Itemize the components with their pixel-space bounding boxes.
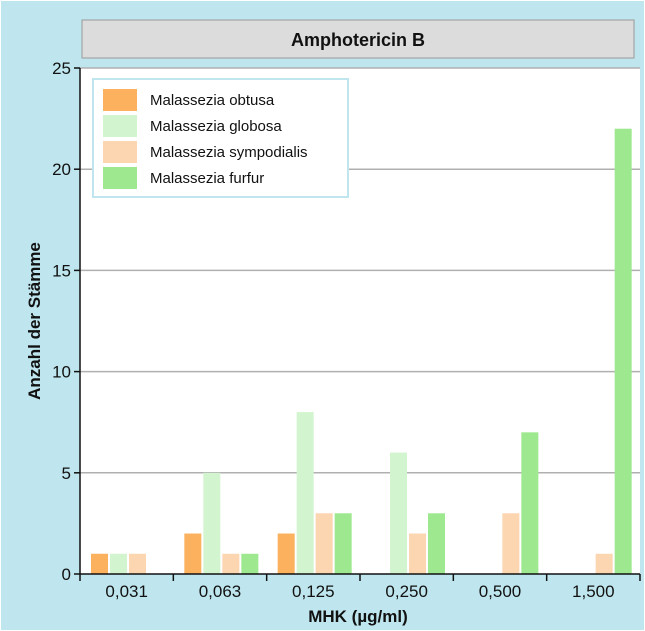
bars xyxy=(91,128,632,574)
legend: Malassezia obtusa Malassezia globosa Malas… xyxy=(92,78,349,198)
legend-label: Malassezia globosa xyxy=(150,118,282,135)
x-tick-label: 0,125 xyxy=(292,582,335,601)
bar xyxy=(222,553,240,574)
bar xyxy=(91,553,108,574)
y-tick-label: 10 xyxy=(52,363,71,382)
bar xyxy=(428,513,445,574)
x-tick-label: 1,500 xyxy=(572,582,615,601)
bar xyxy=(277,533,295,574)
y-tick-label: 15 xyxy=(52,261,71,280)
bar xyxy=(241,553,259,574)
y-tick-labels: 0 5 10 15 20 25 xyxy=(52,59,71,584)
bar xyxy=(521,432,539,574)
legend-swatch xyxy=(103,89,137,111)
x-tick-label: 0,063 xyxy=(199,582,242,601)
x-axis-title: MHK (µg/ml) xyxy=(308,607,408,626)
bar xyxy=(129,553,146,574)
x-tick-label: 0,031 xyxy=(105,582,148,601)
y-tick-label: 25 xyxy=(52,59,71,78)
bar xyxy=(203,472,221,574)
bar xyxy=(502,513,520,574)
x-tick-label: 0,250 xyxy=(385,582,428,601)
chart-title: Amphotericin B xyxy=(291,30,425,50)
bar xyxy=(614,128,632,574)
bar xyxy=(390,452,407,574)
bar xyxy=(315,513,333,574)
bar xyxy=(296,412,314,574)
y-tick-label: 5 xyxy=(62,464,71,483)
y-axis-title: Anzahl der Stämme xyxy=(25,242,44,400)
bar xyxy=(110,553,127,574)
y-tick-label: 20 xyxy=(52,160,71,179)
legend-swatch xyxy=(103,167,137,189)
title-bar xyxy=(81,19,635,59)
axes xyxy=(74,67,641,581)
legend-label: Malassezia obtusa xyxy=(150,92,275,109)
y-tick-label: 0 xyxy=(62,565,71,584)
x-tick-labels: 0,031 0,063 0,125 0,250 0,500 1,500 xyxy=(105,582,614,601)
legend-swatch xyxy=(103,141,137,163)
bar xyxy=(334,513,352,574)
x-tick-label: 0,500 xyxy=(479,582,522,601)
bar xyxy=(184,533,202,574)
legend-label: Malassezia sympodialis xyxy=(150,144,308,161)
legend-label: Malassezia furfur xyxy=(150,170,264,187)
bar xyxy=(409,533,426,574)
bar xyxy=(595,553,613,574)
legend-swatch xyxy=(103,115,137,137)
